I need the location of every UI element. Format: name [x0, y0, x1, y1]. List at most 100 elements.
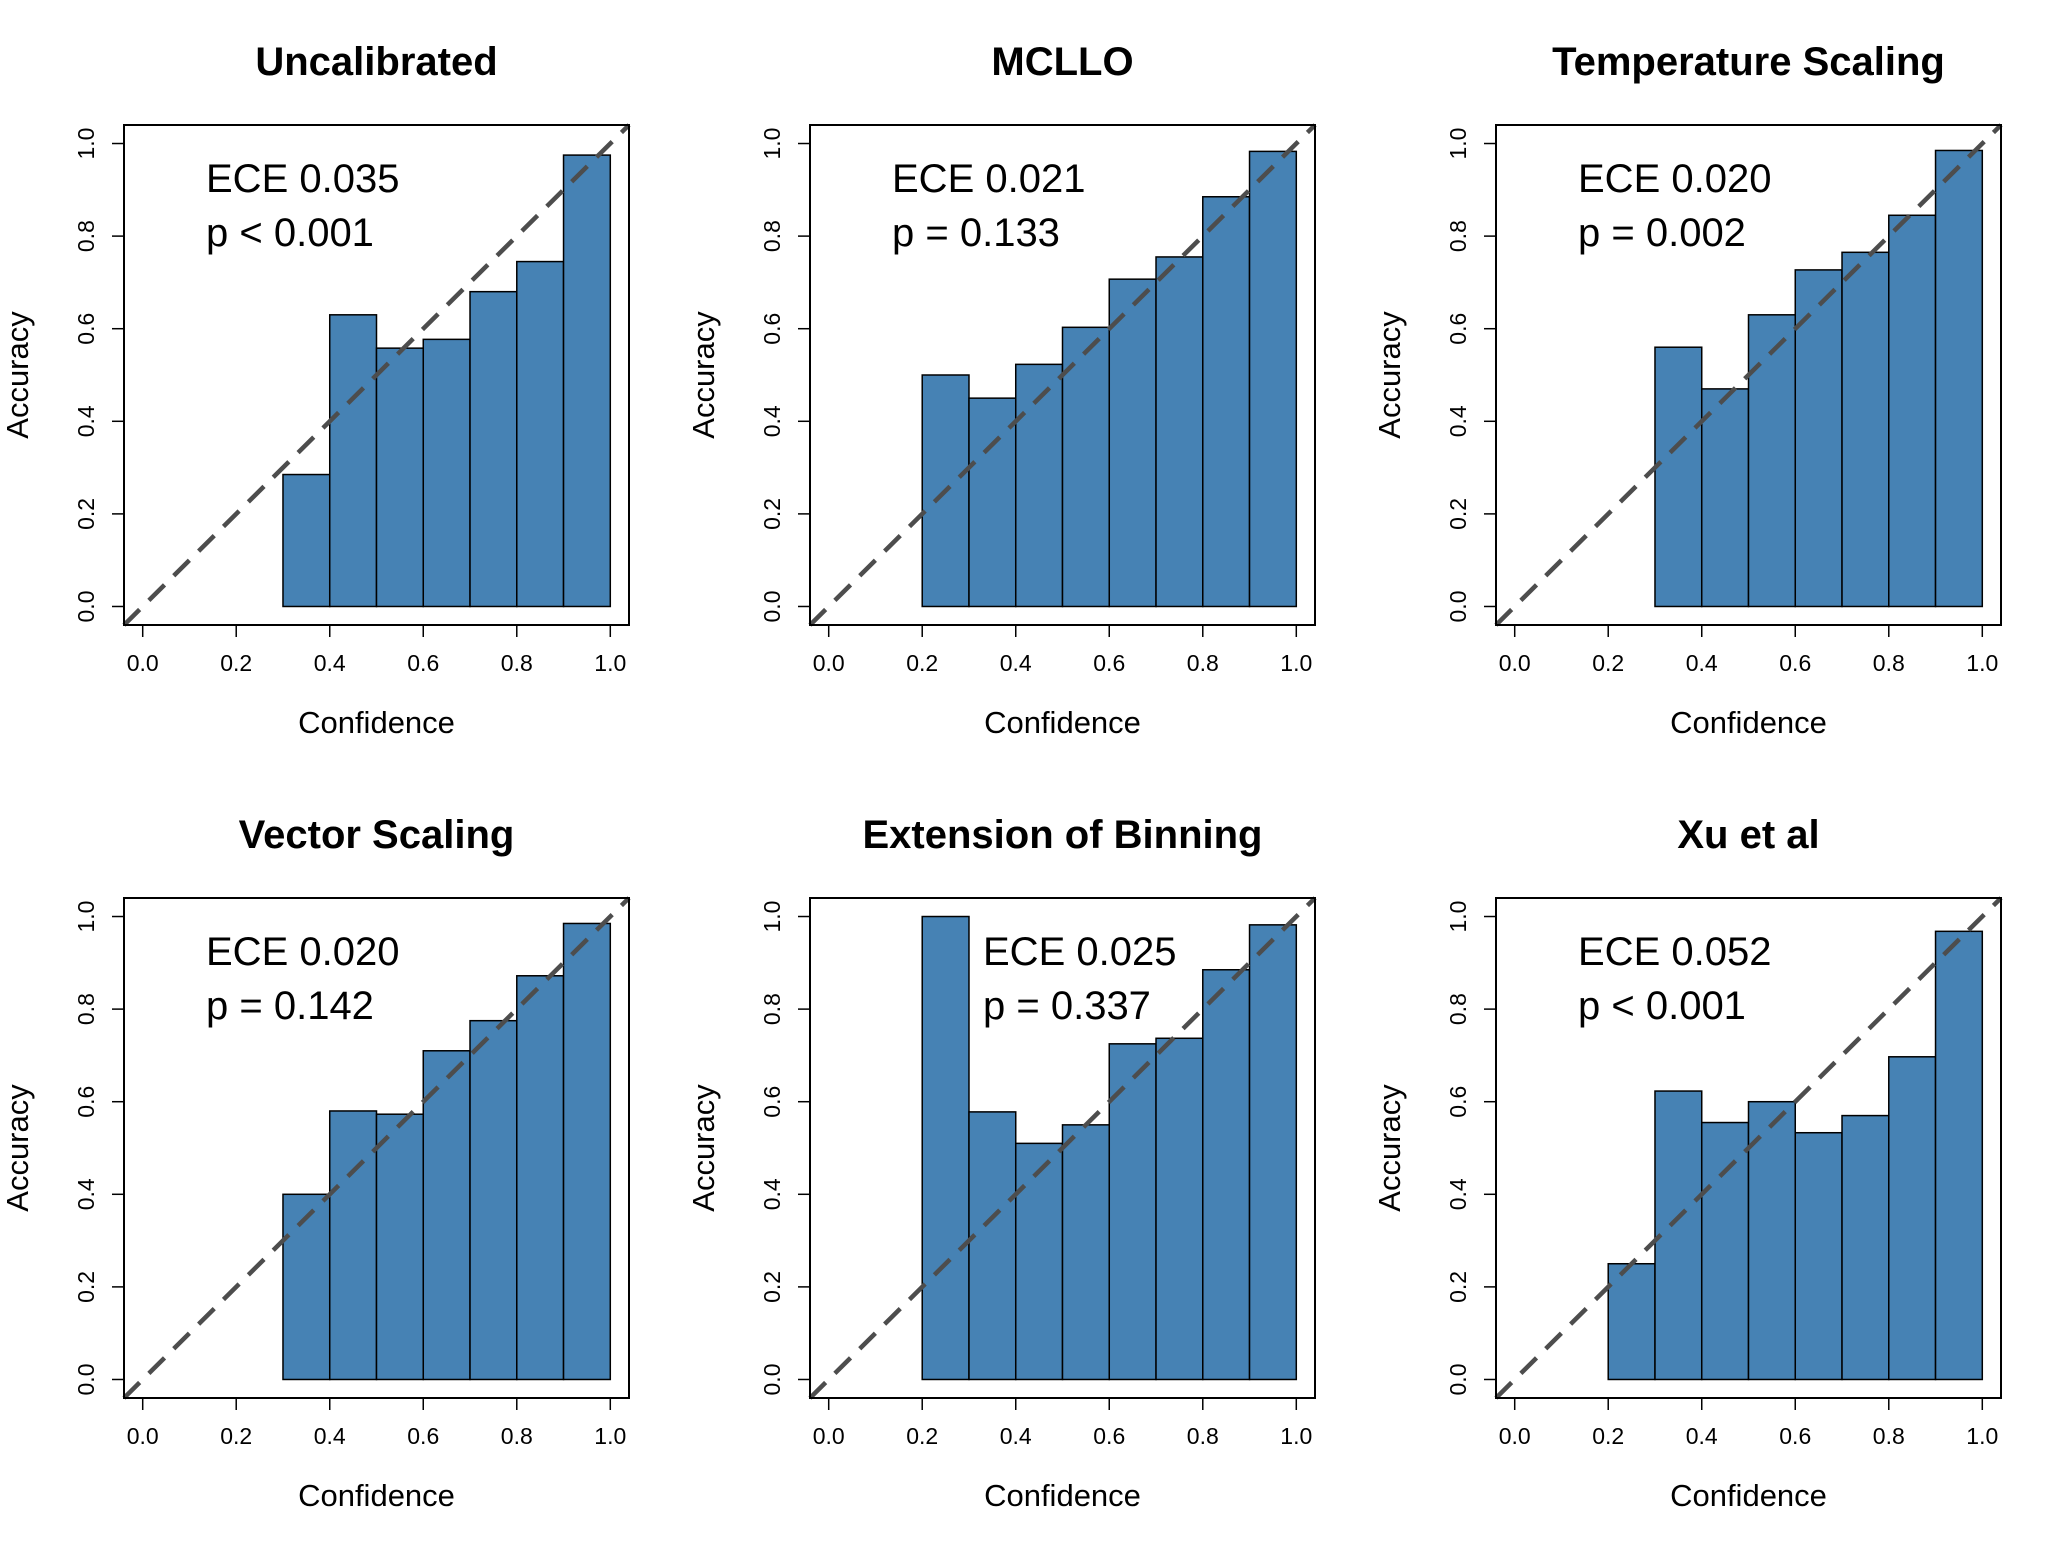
y-tick-label: 0.0	[1445, 590, 1471, 622]
x-tick-label: 0.2	[1592, 1423, 1624, 1449]
y-tick-label: 0.8	[759, 993, 785, 1025]
x-tick-label: 0.0	[127, 650, 159, 676]
ece-annotation: ECE 0.052	[1578, 930, 1771, 974]
bar	[1108, 278, 1157, 608]
diagonal-reference-line	[808, 123, 1317, 627]
p-value-annotation: p = 0.142	[206, 984, 374, 1028]
y-tick-label: 1.0	[759, 128, 785, 160]
bar	[469, 290, 518, 608]
bar	[422, 338, 471, 608]
x-tick-label: 0.0	[1499, 1423, 1531, 1449]
ece-annotation: ECE 0.020	[206, 930, 399, 974]
p-value-annotation: p < 0.001	[1578, 984, 1746, 1028]
bar	[562, 154, 612, 608]
y-axis-label: Accuracy	[0, 1084, 35, 1212]
bar	[328, 314, 378, 608]
x-tick-label: 0.6	[1779, 1423, 1811, 1449]
x-tick-label: 0.2	[220, 650, 252, 676]
x-tick-label: 0.0	[813, 1423, 845, 1449]
bar	[1888, 1056, 1937, 1381]
bar	[1841, 1114, 1890, 1381]
y-tick-label: 0.2	[73, 1271, 99, 1303]
x-tick-label: 0.4	[314, 1423, 346, 1449]
y-tick-label: 0.2	[73, 498, 99, 530]
x-tick-label: 0.2	[906, 650, 938, 676]
bar	[516, 975, 565, 1381]
x-tick-label: 0.2	[906, 1423, 938, 1449]
bar	[1607, 1262, 1656, 1381]
chart-title: Extension of Binning	[863, 813, 1263, 857]
bar	[1794, 1131, 1843, 1381]
bar	[1061, 326, 1111, 608]
y-tick-label: 0.0	[759, 1363, 785, 1395]
x-tick-label: 0.4	[1686, 1423, 1718, 1449]
y-tick-label: 0.4	[73, 405, 99, 437]
x-axis-label: Confidence	[298, 1478, 455, 1513]
x-tick-label: 0.4	[1000, 1423, 1032, 1449]
chart-title: Temperature Scaling	[1552, 40, 1945, 84]
x-tick-label: 0.8	[1187, 1423, 1219, 1449]
y-tick-label: 0.8	[73, 220, 99, 252]
chart-title: Vector Scaling	[239, 813, 515, 857]
diagonal-reference-line	[122, 123, 631, 627]
y-tick-label: 0.0	[73, 590, 99, 622]
plot-frame	[123, 897, 630, 1399]
diagonal-reference-line	[808, 896, 1317, 1400]
y-tick-label: 0.4	[759, 405, 785, 437]
y-axis-label: Accuracy	[0, 311, 35, 439]
bar	[921, 915, 970, 1381]
y-tick-label: 0.8	[1445, 993, 1471, 1025]
ece-annotation: ECE 0.035	[206, 157, 399, 201]
diagonal-reference-line	[1494, 896, 2003, 1400]
bar	[1155, 1037, 1204, 1381]
x-tick-label: 0.8	[1873, 650, 1905, 676]
x-tick-label: 0.0	[1499, 650, 1531, 676]
y-tick-label: 0.2	[759, 498, 785, 530]
x-tick-label: 0.6	[407, 650, 439, 676]
chart-panel-1: 0.0 0.2 0.4 0.6 0.8 1.0 0.0 0.2 0.4 0.6 0.8 1.0 Unca…	[0, 40, 631, 740]
x-axis-label: Confidence	[984, 1478, 1141, 1513]
y-tick-label: 0.0	[759, 590, 785, 622]
y-tick-label: 0.4	[1445, 405, 1471, 437]
bar	[562, 922, 612, 1381]
x-tick-label: 1.0	[594, 650, 626, 676]
y-axis-label: Accuracy	[1372, 311, 1407, 439]
y-axis-label: Accuracy	[686, 1084, 721, 1212]
p-value-annotation: p = 0.002	[1578, 211, 1746, 255]
y-tick-label: 0.2	[1445, 1271, 1471, 1303]
chart-panel-4: 0.0 0.2 0.4 0.6 0.8 1.0 0.0 0.2 0.4 0.6 0.8 1.0 Vect…	[0, 813, 631, 1513]
plot-frame	[809, 897, 1316, 1399]
y-tick-label: 1.0	[1445, 128, 1471, 160]
p-value-annotation: p = 0.337	[983, 984, 1151, 1028]
y-tick-label: 0.2	[1445, 498, 1471, 530]
x-tick-label: 0.6	[1093, 1423, 1125, 1449]
p-value-annotation: p = 0.133	[892, 211, 1060, 255]
ece-annotation: ECE 0.025	[983, 930, 1176, 974]
bar	[1934, 149, 1984, 608]
bar	[1888, 214, 1937, 608]
bar	[282, 1193, 331, 1381]
bar	[282, 473, 331, 608]
bar	[1202, 196, 1251, 608]
x-tick-label: 1.0	[594, 1423, 626, 1449]
bar	[1794, 269, 1843, 608]
ece-annotation: ECE 0.020	[1578, 157, 1771, 201]
y-axis-label: Accuracy	[686, 311, 721, 439]
x-tick-label: 0.4	[314, 650, 346, 676]
y-tick-label: 0.2	[759, 1271, 785, 1303]
bar	[1700, 1121, 1750, 1381]
x-axis-label: Confidence	[1670, 705, 1827, 740]
bar	[1934, 930, 1984, 1381]
x-tick-label: 0.6	[1093, 650, 1125, 676]
x-axis-label: Confidence	[984, 705, 1141, 740]
ece-annotation: ECE 0.021	[892, 157, 1085, 201]
x-tick-label: 1.0	[1280, 1423, 1312, 1449]
y-tick-label: 0.4	[759, 1178, 785, 1210]
chart-title: MCLLO	[991, 40, 1133, 84]
plot-frame	[1495, 124, 2002, 626]
bar	[375, 1113, 425, 1381]
x-tick-label: 0.4	[1686, 650, 1718, 676]
bar	[469, 1019, 518, 1381]
bar	[1061, 1124, 1111, 1381]
